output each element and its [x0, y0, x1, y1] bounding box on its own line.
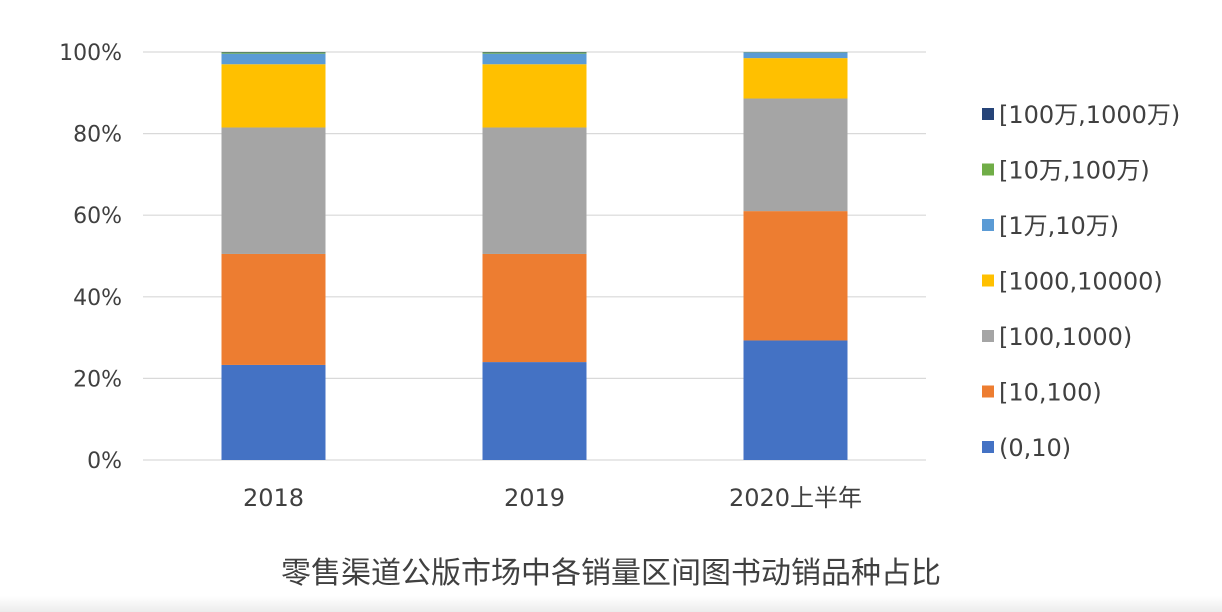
legend-label: [1万,10万)	[999, 212, 1119, 240]
bar-segment	[482, 53, 587, 65]
legend-label: (0,10)	[999, 434, 1071, 462]
legend-swatch	[982, 441, 994, 453]
legend-swatch	[982, 163, 994, 176]
bar-segment	[743, 58, 848, 99]
legend-swatch	[982, 385, 994, 398]
legend-swatch	[982, 108, 994, 120]
bar-segment	[221, 127, 326, 254]
legend-label: [10万,100万)	[999, 157, 1150, 185]
chart-caption: 零售渠道公版市场中各销量区间图书动销品种占比	[281, 556, 941, 591]
bar-segment	[221, 364, 326, 460]
bar-segment	[482, 362, 587, 460]
bar-stacks	[221, 52, 848, 460]
legend-label: [100,1000)	[999, 323, 1132, 351]
bar-segment	[482, 64, 587, 128]
y-tick-label: 40%	[73, 286, 122, 311]
y-tick-label: 0%	[87, 449, 122, 474]
legend: [100万,1000万) [10万,100万) [1万,10万) [1000,1000…	[982, 101, 1180, 462]
bar-segment	[743, 52, 848, 59]
legend-swatch	[982, 274, 994, 287]
x-axis-tick-labels: 2018 2019 2020上半年	[243, 484, 862, 512]
x-tick-label: 2020上半年	[729, 484, 862, 512]
x-tick-label: 2019	[504, 484, 565, 512]
legend-swatch	[982, 330, 994, 342]
legend-label: [1000,10000)	[999, 268, 1163, 296]
bar-segment	[221, 52, 326, 54]
legend-swatch	[982, 219, 994, 231]
bar-segment	[743, 340, 848, 460]
bar-segment	[221, 53, 326, 65]
y-tick-label: 60%	[73, 204, 122, 229]
legend-label: [10,100)	[999, 379, 1102, 407]
y-axis-tick-labels: 0% 20% 40% 60% 80% 100%	[59, 41, 122, 474]
bar-segment	[482, 253, 587, 363]
x-tick-label: 2018	[243, 484, 304, 512]
bar-segment	[221, 253, 326, 365]
bar-segment	[221, 64, 326, 128]
legend-label: [100万,1000万)	[999, 101, 1180, 129]
bar-segment	[743, 211, 848, 341]
bar-segment	[482, 52, 587, 54]
y-tick-label: 20%	[73, 367, 122, 392]
y-tick-label: 100%	[59, 41, 122, 66]
bar-segment	[743, 98, 848, 212]
bar-segment	[482, 127, 587, 254]
y-tick-label: 80%	[73, 123, 122, 148]
bottom-shadow-band	[0, 596, 1222, 612]
stacked-bar-chart: 0% 20% 40% 60% 80% 100% 2018 2019 2020上半年 [100万…	[59, 41, 1180, 512]
